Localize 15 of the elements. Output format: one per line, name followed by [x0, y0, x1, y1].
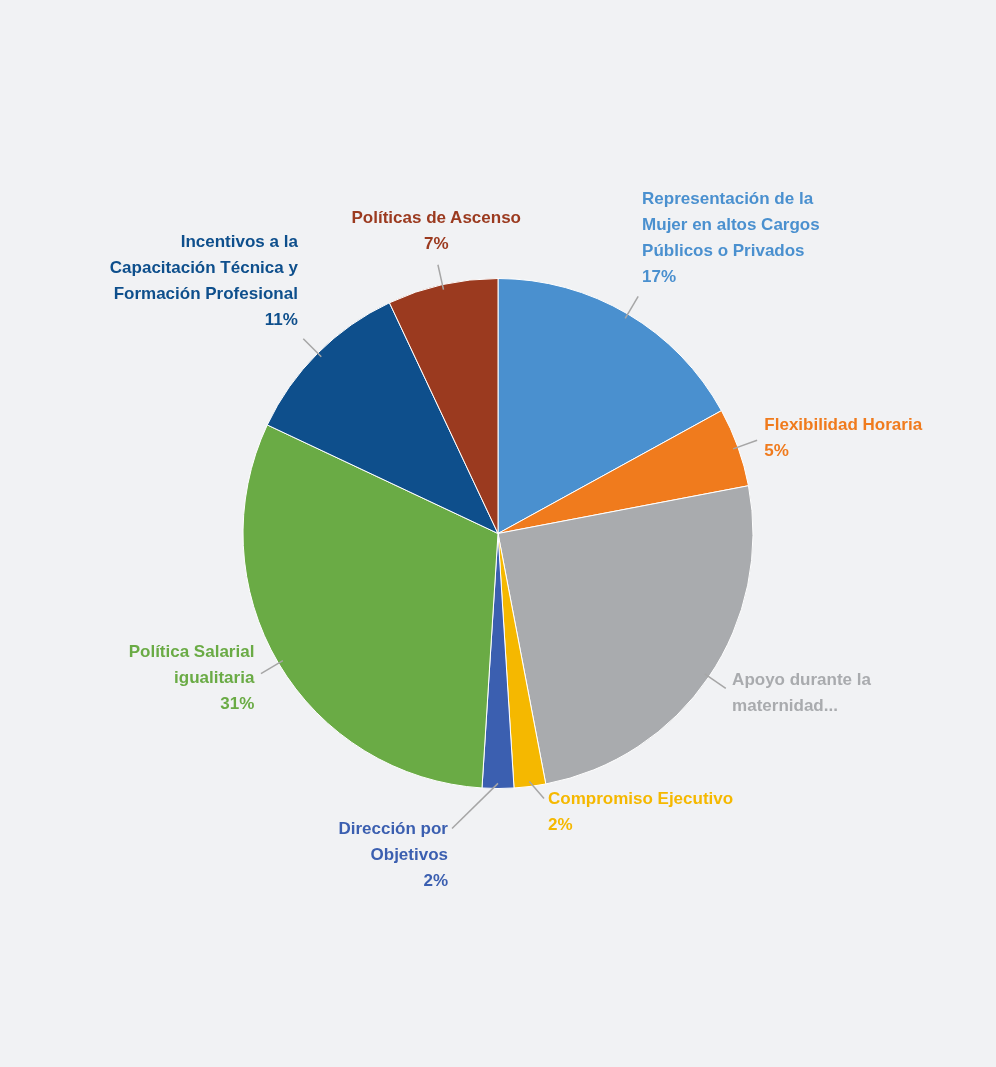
slice-label: Política Salarial igualitaria: [128, 641, 255, 687]
slice-label: Incentivos a la Capacitación Técnica y Formación Profesional: [109, 232, 299, 304]
data-label: 7%: [423, 234, 449, 254]
slice-label: Representación de la Mujer en altos Cargos Públicos o Privados: [642, 188, 820, 260]
data-label: 17%: [642, 266, 677, 286]
slice-label: Compromiso Ejecutivo: [548, 788, 734, 808]
slice-label: Políticas de Ascenso: [351, 208, 521, 228]
data-label: 2%: [548, 814, 573, 834]
slice-label: Apoyo durante la maternidad...: [732, 669, 872, 715]
slice-label: Flexibilidad Horaria: [764, 414, 923, 434]
data-label: 5%: [764, 440, 789, 460]
slice-label: Dirección por Objetivos: [338, 818, 449, 864]
data-label: 11%: [264, 310, 298, 330]
data-label: 31%: [220, 693, 255, 713]
data-label: 2%: [423, 870, 448, 890]
